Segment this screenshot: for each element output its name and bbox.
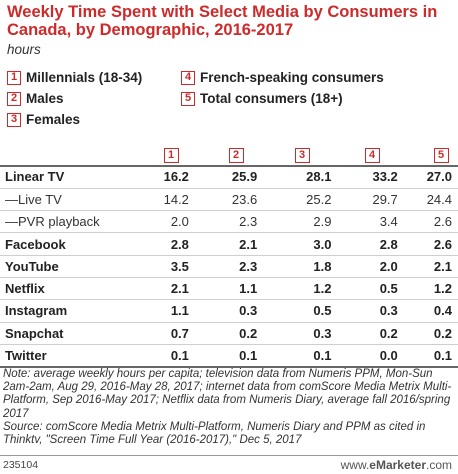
cell-col-1: 3.5: [150, 255, 209, 278]
cell-col-5: 1.2: [413, 277, 458, 301]
cell-col-3: 1.2: [275, 277, 346, 301]
cell-col-2: 0.1: [208, 344, 276, 368]
cell-col-4: 2.0: [345, 255, 414, 278]
legend-item-5: 5 Total consumers (18+): [181, 91, 343, 106]
legend-label-2: Males: [26, 91, 64, 106]
legend-label-3: Females: [26, 112, 81, 127]
cell-col-3: 0.3: [275, 322, 346, 345]
cell-col-3: 3.0: [275, 232, 346, 256]
cell-col-1: 0.1: [150, 344, 209, 368]
table-row: Twitter 0.1 0.1 0.1 0.0 0.1: [0, 344, 458, 368]
row-label: Snapchat: [0, 322, 151, 345]
cell-col-3: 2.9: [275, 210, 346, 234]
cell-col-1: 16.2: [150, 166, 209, 189]
row-label: YouTube: [0, 255, 151, 278]
cell-col-4: 2.8: [345, 232, 414, 256]
cell-col-1: 2.1: [150, 277, 209, 301]
legend-label-1: Millennials (18-34): [26, 70, 143, 85]
legend-item-4: 4 French-speaking consumers: [181, 70, 384, 85]
row-label: Twitter: [0, 344, 151, 368]
cell-col-1: 2.8: [150, 232, 209, 256]
cell-col-5: 2.1: [413, 255, 458, 278]
chart-note: Note: average weekly hours per capita; t…: [3, 368, 455, 447]
cell-col-1: 0.7: [150, 322, 209, 345]
cell-col-2: 25.9: [208, 166, 276, 189]
cell-col-2: 0.2: [208, 322, 276, 345]
cell-col-4: 0.5: [345, 277, 414, 301]
legend-number-3: 3: [7, 112, 21, 127]
cell-col-5: 0.2: [413, 322, 458, 345]
cell-col-5: 24.4: [413, 188, 458, 212]
legend-item-1: 1 Millennials (18-34): [7, 70, 142, 85]
cell-col-4: 0.0: [345, 344, 414, 368]
row-label: Facebook: [0, 232, 151, 256]
chart-id: 235104: [3, 459, 39, 471]
note-text: Note: average weekly hours per capita; t…: [3, 368, 452, 420]
column-header-3: 3: [294, 147, 310, 163]
cell-col-5: 27.0: [413, 166, 458, 189]
legend-label-4: French-speaking consumers: [200, 70, 384, 85]
table-row: YouTube 3.5 2.3 1.8 2.0 2.1: [0, 255, 458, 278]
column-header-1: 1: [163, 147, 179, 163]
legend-number-5: 5: [181, 91, 195, 106]
data-table: Linear TV 16.2 25.9 28.1 33.2 27.0 —Live TV 14.…: [0, 166, 458, 368]
cell-col-4: 0.3: [345, 299, 414, 323]
table-row: Snapchat 0.7 0.2 0.3 0.2 0.2: [0, 322, 458, 345]
chart-subtitle: hours: [7, 42, 41, 57]
cell-col-1: 14.2: [150, 188, 209, 212]
chart-title: Weekly Time Spent with Select Media by C…: [7, 3, 438, 39]
cell-col-3: 25.2: [275, 188, 346, 212]
cell-col-4: 0.2: [345, 322, 414, 345]
cell-col-5: 0.1: [413, 344, 458, 368]
cell-col-4: 29.7: [345, 188, 414, 212]
cell-col-2: 23.6: [208, 188, 276, 212]
source-text: Source: comScore Media Metrix Multi-Plat…: [3, 420, 426, 447]
table-row: —PVR playback 2.0 2.3 2.9 3.4 2.6: [0, 210, 458, 234]
footer-rule: [0, 455, 458, 456]
row-label: —PVR playback: [0, 210, 151, 234]
cell-col-3: 0.5: [275, 299, 346, 323]
table-row: Instagram 1.1 0.3 0.5 0.3 0.4: [0, 299, 458, 323]
row-label: Netflix: [0, 277, 151, 301]
legend-number-2: 2: [7, 91, 21, 106]
cell-col-1: 1.1: [150, 299, 209, 323]
cell-col-2: 2.3: [208, 255, 276, 278]
cell-col-2: 2.3: [208, 210, 276, 234]
column-header-4: 4: [364, 147, 380, 163]
cell-col-3: 28.1: [275, 166, 346, 189]
cell-col-2: 1.1: [208, 277, 276, 301]
legend-number-1: 1: [7, 70, 21, 85]
cell-col-3: 1.8: [275, 255, 346, 278]
cell-col-1: 2.0: [150, 210, 209, 234]
legend-item-2: 2 Males: [7, 91, 64, 106]
table-row: Linear TV 16.2 25.9 28.1 33.2 27.0: [0, 166, 458, 189]
cell-col-5: 0.4: [413, 299, 458, 323]
row-label: Instagram: [0, 299, 151, 323]
emarketer-logo: www.eMarketer.com: [340, 458, 452, 472]
cell-col-3: 0.1: [275, 344, 346, 368]
column-header-5: 5: [433, 147, 449, 163]
cell-col-2: 2.1: [208, 232, 276, 256]
cell-col-5: 2.6: [413, 210, 458, 234]
cell-col-4: 33.2: [345, 166, 414, 189]
row-label: —Live TV: [0, 188, 151, 212]
legend-number-4: 4: [181, 70, 195, 85]
cell-col-4: 3.4: [345, 210, 414, 234]
row-label: Linear TV: [0, 166, 151, 189]
column-header-2: 2: [228, 147, 244, 163]
table-row: Netflix 2.1 1.1 1.2 0.5 1.2: [0, 277, 458, 301]
cell-col-5: 2.6: [413, 232, 458, 256]
table-row: Facebook 2.8 2.1 3.0 2.8 2.6: [0, 232, 458, 256]
legend-item-3: 3 Females: [7, 112, 80, 127]
table-row: —Live TV 14.2 23.6 25.2 29.7 24.4: [0, 188, 458, 212]
cell-col-2: 0.3: [208, 299, 276, 323]
legend-label-5: Total consumers (18+): [200, 91, 343, 106]
